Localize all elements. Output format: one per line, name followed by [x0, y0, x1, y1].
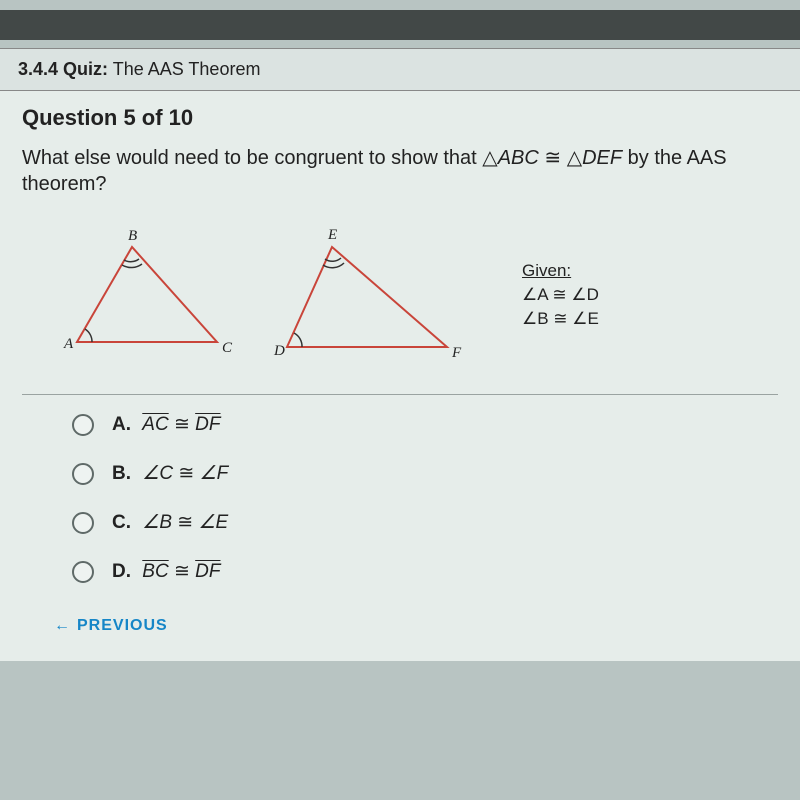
radio-icon[interactable]	[72, 414, 94, 436]
answer-list: A. AC ≅ DF B. ∠C ≅ ∠F C. ∠B ≅ ∠E	[22, 413, 778, 583]
option-d-label: D. BC ≅ DF	[112, 560, 221, 583]
divider	[22, 394, 778, 395]
svg-text:B: B	[128, 228, 137, 244]
option-b[interactable]: B. ∠C ≅ ∠F	[72, 462, 778, 485]
previous-button[interactable]: ← PREVIOUS	[22, 609, 778, 653]
top-dark-bar	[0, 10, 800, 40]
question-panel: Question 5 of 10 What else would need to…	[0, 91, 800, 661]
given-line-2: ∠B ≅ ∠E	[522, 309, 599, 329]
svg-text:C: C	[222, 340, 233, 356]
svg-text:A: A	[63, 336, 74, 352]
option-a-label: A. AC ≅ DF	[112, 413, 221, 436]
triangle-def: D E F	[262, 217, 472, 372]
previous-label: PREVIOUS	[77, 617, 168, 635]
svg-text:F: F	[451, 345, 462, 361]
svg-text:D: D	[273, 343, 285, 359]
option-d[interactable]: D. BC ≅ DF	[72, 560, 778, 583]
figure-area: A B C D E F Given: ∠A ≅ ∠D ∠B ≅ ∠E	[22, 211, 778, 386]
breadcrumb-prefix: 3.4.4 Quiz:	[18, 59, 108, 79]
option-c[interactable]: C. ∠B ≅ ∠E	[72, 511, 778, 534]
given-box: Given: ∠A ≅ ∠D ∠B ≅ ∠E	[522, 261, 599, 329]
question-number: Question 5 of 10	[22, 105, 778, 131]
radio-icon[interactable]	[72, 463, 94, 485]
svg-text:E: E	[327, 227, 337, 243]
triangle-abc: A B C	[52, 222, 252, 367]
radio-icon[interactable]	[72, 512, 94, 534]
breadcrumb-title: The AAS Theorem	[108, 59, 260, 79]
option-a[interactable]: A. AC ≅ DF	[72, 413, 778, 436]
arrow-left-icon: ←	[54, 617, 71, 635]
given-title: Given:	[522, 261, 599, 281]
quiz-header: 3.4.4 Quiz: The AAS Theorem	[0, 48, 800, 91]
radio-icon[interactable]	[72, 561, 94, 583]
option-c-label: C. ∠B ≅ ∠E	[112, 511, 228, 534]
given-line-1: ∠A ≅ ∠D	[522, 285, 599, 305]
question-text: What else would need to be congruent to …	[22, 145, 778, 197]
option-b-label: B. ∠C ≅ ∠F	[112, 462, 228, 485]
